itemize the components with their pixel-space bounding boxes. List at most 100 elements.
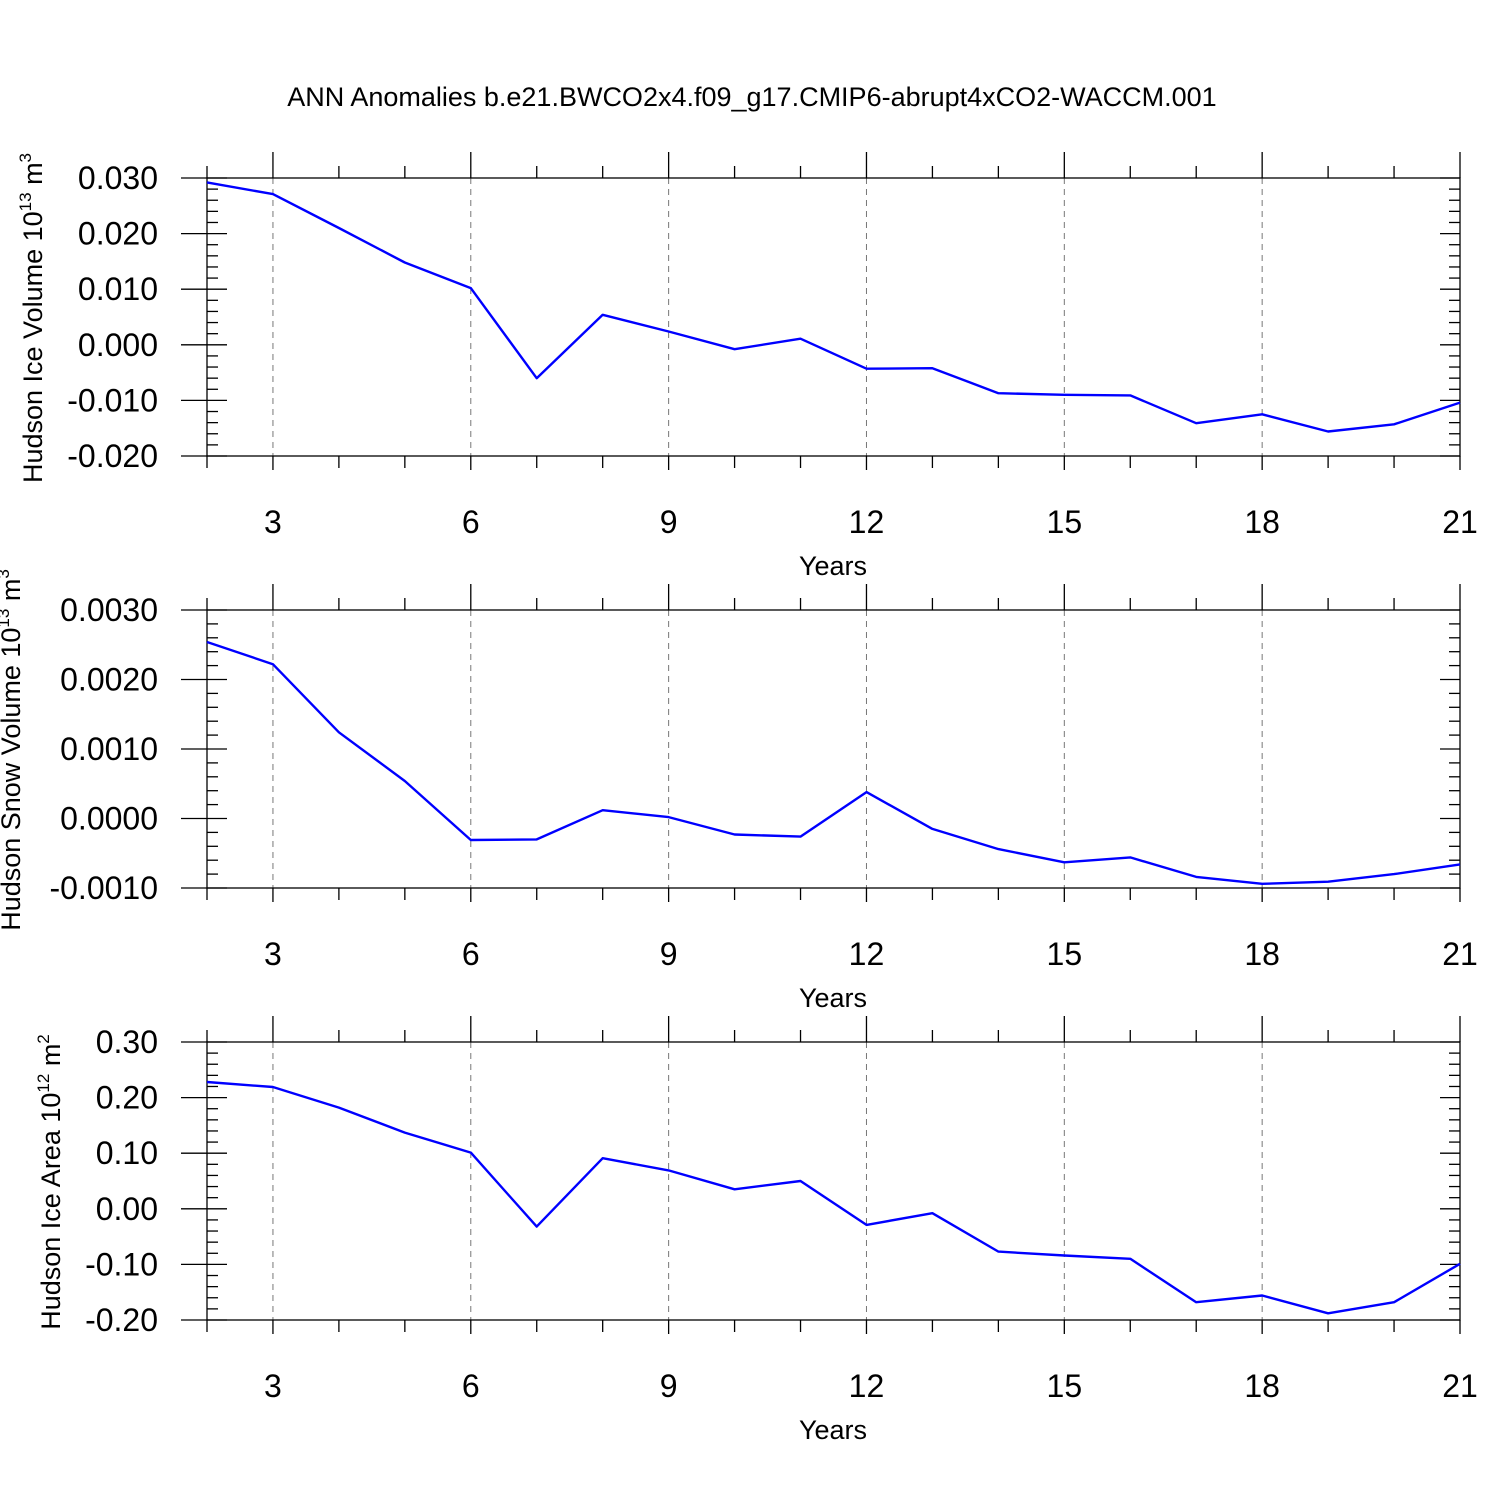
data-point-ice-area-7 xyxy=(535,1225,539,1229)
data-point-ice-area-2 xyxy=(205,1080,209,1084)
data-point-ice-area-4 xyxy=(337,1106,341,1110)
y-tick-label-ice-area-4: -0.10 xyxy=(85,1246,158,1282)
data-point-ice-volume-11 xyxy=(799,337,803,341)
x-tick-label-ice-volume-5: 18 xyxy=(1244,504,1280,540)
data-point-snow-volume-16 xyxy=(1128,855,1132,859)
plot-frame-ice-area xyxy=(206,1041,1461,1321)
y-tick-label-ice-volume-0: 0.030 xyxy=(78,160,158,196)
panel-ice-area: Hudson Ice Area 1012 m2 Years 3 6 9 12 15 18 2… xyxy=(34,1016,1478,1445)
figure-title: ANN Anomalies b.e21.BWCO2x4.f09_g17.CMIP… xyxy=(287,82,1216,112)
y-tick-label-ice-volume-5: -0.020 xyxy=(67,438,158,474)
data-point-ice-volume-15 xyxy=(1062,393,1066,397)
x-tick-label-ice-area-2: 9 xyxy=(660,1368,678,1404)
data-point-snow-volume-15 xyxy=(1062,860,1066,864)
y-tick-label-snow-volume-4: -0.0010 xyxy=(49,870,158,906)
data-point-ice-area-6 xyxy=(469,1151,473,1155)
y-tick-label-snow-volume-0: 0.0030 xyxy=(60,592,158,628)
data-point-ice-area-16 xyxy=(1128,1257,1132,1261)
data-point-ice-volume-13 xyxy=(930,366,934,370)
x-tick-label-snow-volume-4: 15 xyxy=(1047,936,1083,972)
data-point-ice-volume-18 xyxy=(1260,412,1264,416)
data-point-snow-volume-18 xyxy=(1260,882,1264,886)
ylabel-ice-volume: Hudson Ice Volume 1013 m3 xyxy=(16,153,48,483)
data-point-snow-volume-2 xyxy=(205,640,209,644)
ylabel-ice-volume-exp: 13 xyxy=(16,192,35,211)
plot-frame-ice-volume xyxy=(206,177,1461,457)
data-point-ice-area-5 xyxy=(403,1131,407,1135)
data-point-snow-volume-10 xyxy=(733,832,737,836)
x-tick-label-ice-volume-0: 3 xyxy=(264,504,282,540)
y-tick-label-ice-volume-2: 0.010 xyxy=(78,271,158,307)
data-point-ice-volume-6 xyxy=(469,286,473,290)
panel-ice-volume: Hudson Ice Volume 1013 m3 Years 3 6 9 12 15 1… xyxy=(16,152,1478,581)
data-point-snow-volume-6 xyxy=(469,838,473,842)
data-point-snow-volume-19 xyxy=(1326,880,1330,884)
data-point-ice-volume-3 xyxy=(271,192,275,196)
data-point-ice-volume-20 xyxy=(1392,422,1396,426)
y-tick-label-ice-area-0: 0.30 xyxy=(96,1024,158,1060)
data-point-snow-volume-4 xyxy=(337,730,341,734)
data-point-ice-volume-12 xyxy=(864,367,868,371)
data-point-snow-volume-14 xyxy=(996,847,1000,851)
data-point-ice-area-14 xyxy=(996,1250,1000,1254)
data-point-ice-area-8 xyxy=(601,1156,605,1160)
y-tick-label-ice-volume-4: -0.010 xyxy=(67,382,158,418)
y-tick-label-ice-area-3: 0.00 xyxy=(96,1191,158,1227)
data-point-ice-volume-19 xyxy=(1326,430,1330,434)
panel-snow-volume: Hudson Snow Volume 1013 m3 Years 3691215… xyxy=(0,569,1478,1013)
data-point-snow-volume-5 xyxy=(403,779,407,783)
data-point-ice-volume-14 xyxy=(996,391,1000,395)
x-tick-label-ice-area-0: 3 xyxy=(264,1368,282,1404)
data-point-ice-volume-9 xyxy=(667,329,671,333)
data-point-ice-volume-17 xyxy=(1194,421,1198,425)
ylabel-ice-area-exp: 12 xyxy=(34,1074,53,1093)
ylabel-ice-area-unit-exp: 2 xyxy=(34,1034,53,1043)
data-point-ice-area-15 xyxy=(1062,1254,1066,1258)
x-tick-label-snow-volume-6: 21 xyxy=(1442,936,1478,972)
ylabel-ice-area-text: Hudson Ice Area 10 xyxy=(36,1093,66,1330)
ylabel-snow-volume: Hudson Snow Volume 1013 m3 xyxy=(0,569,26,931)
x-tick-label-ice-area-1: 6 xyxy=(462,1368,480,1404)
data-point-ice-area-20 xyxy=(1392,1300,1396,1304)
ylabel-ice-area-unit: m xyxy=(36,1044,66,1074)
data-point-snow-volume-7 xyxy=(535,837,539,841)
data-point-ice-volume-7 xyxy=(535,376,539,380)
x-tick-label-ice-area-6: 21 xyxy=(1442,1368,1478,1404)
data-point-ice-volume-16 xyxy=(1128,393,1132,397)
y-tick-label-ice-area-2: 0.10 xyxy=(96,1135,158,1171)
x-tick-label-snow-volume-3: 12 xyxy=(849,936,885,972)
data-point-ice-area-10 xyxy=(733,1187,737,1191)
ylabel-snow-volume-exp: 13 xyxy=(0,609,13,628)
ylabel-snow-volume-unit-exp: 3 xyxy=(0,569,13,578)
y-tick-label-snow-volume-3: 0.0000 xyxy=(60,801,158,837)
data-point-ice-area-21 xyxy=(1458,1262,1462,1266)
ylabel-ice-volume-text: Hudson Ice Volume 10 xyxy=(18,211,48,483)
xlabel-ice-area: Years xyxy=(799,1415,867,1445)
x-tick-label-snow-volume-0: 3 xyxy=(264,936,282,972)
x-tick-label-ice-volume-2: 9 xyxy=(660,504,678,540)
x-tick-label-ice-area-3: 12 xyxy=(849,1368,885,1404)
data-point-ice-volume-5 xyxy=(403,261,407,265)
data-point-ice-area-3 xyxy=(271,1085,275,1089)
data-point-ice-area-19 xyxy=(1326,1311,1330,1315)
x-tick-label-ice-area-4: 15 xyxy=(1047,1368,1083,1404)
data-point-ice-volume-4 xyxy=(337,226,341,230)
data-point-ice-area-18 xyxy=(1260,1294,1264,1298)
data-point-snow-volume-8 xyxy=(601,808,605,812)
data-point-ice-volume-8 xyxy=(601,313,605,317)
series-line-ice-volume xyxy=(206,181,1461,433)
y-tick-label-snow-volume-1: 0.0020 xyxy=(60,662,158,698)
x-tick-label-snow-volume-1: 6 xyxy=(462,936,480,972)
y-tick-label-ice-volume-3: 0.000 xyxy=(78,327,158,363)
data-point-snow-volume-13 xyxy=(930,827,934,831)
y-tick-label-ice-area-1: 0.20 xyxy=(96,1080,158,1116)
x-tick-label-ice-volume-4: 15 xyxy=(1047,504,1083,540)
data-point-ice-volume-2 xyxy=(205,180,209,184)
x-tick-label-ice-volume-6: 21 xyxy=(1442,504,1478,540)
data-point-ice-volume-10 xyxy=(733,347,737,351)
data-point-ice-volume-21 xyxy=(1458,401,1462,405)
y-tick-label-ice-area-5: -0.20 xyxy=(85,1302,158,1338)
data-point-snow-volume-3 xyxy=(271,662,275,666)
plot-frame-snow-volume xyxy=(206,609,1461,889)
